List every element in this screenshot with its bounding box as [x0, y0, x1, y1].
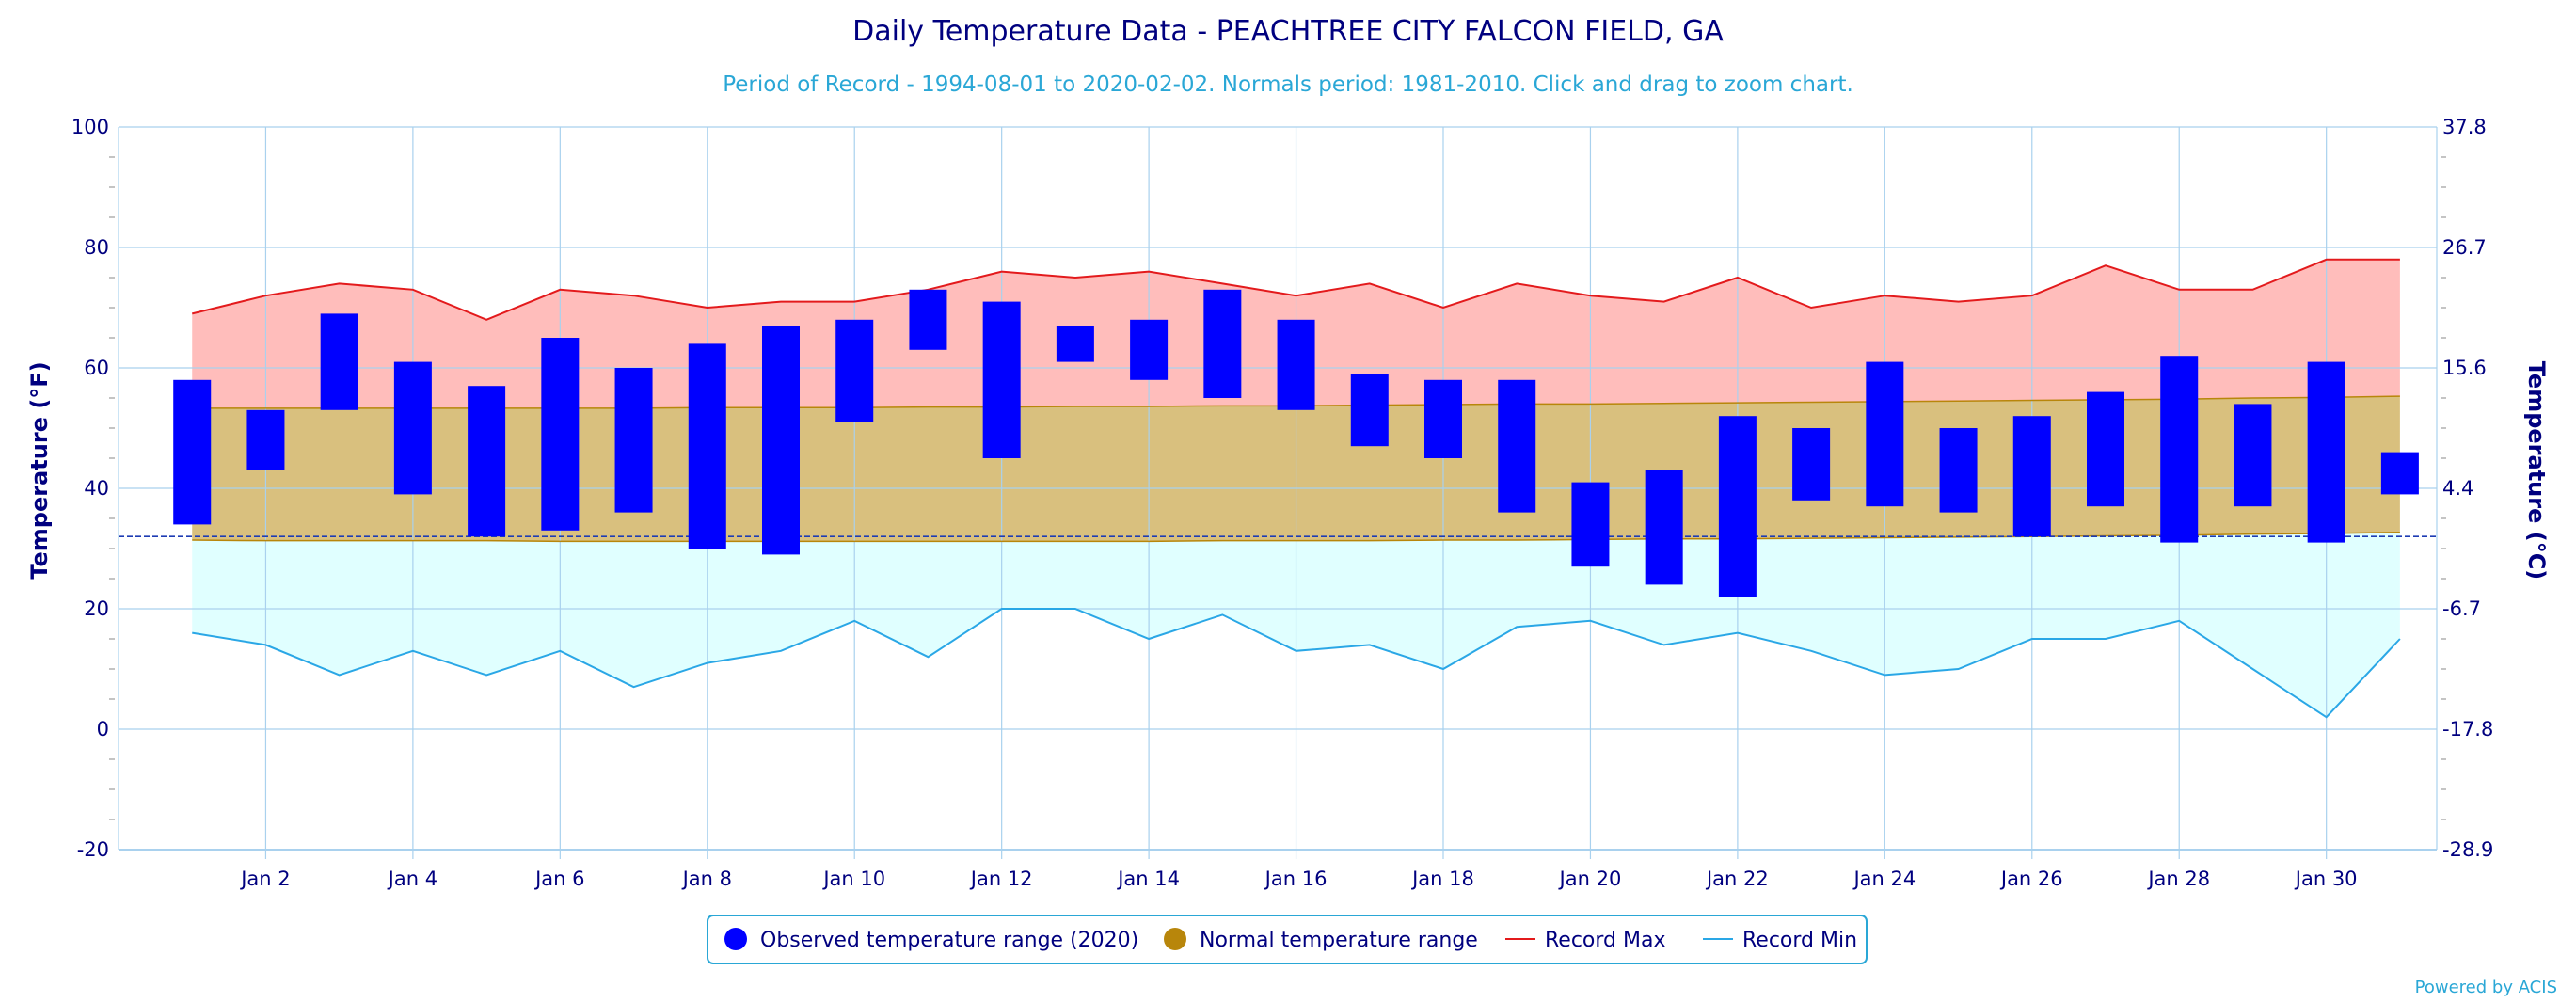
observed-bar[interactable] [1718, 416, 1757, 597]
observed-bar[interactable] [614, 368, 653, 513]
observed-bar[interactable] [1056, 326, 1094, 362]
observed-bar[interactable] [2234, 404, 2272, 507]
y-tick-label: 0 [97, 718, 109, 740]
x-tick-label: Jan 22 [1705, 868, 1769, 890]
y-right-tick-label: 26.7 [2442, 236, 2487, 259]
observed-bar[interactable] [2307, 361, 2345, 543]
observed-bar[interactable] [2380, 452, 2419, 495]
observed-bar[interactable] [909, 289, 947, 350]
legend-symbol-normal [1164, 928, 1186, 950]
x-tick-label: Jan 14 [1116, 868, 1180, 890]
legend-label-record-min: Record Min [1742, 929, 1857, 952]
y-tick-label: 40 [84, 477, 109, 500]
legend-item-record-min[interactable]: Record Min [1703, 929, 1857, 952]
y-axis-left: -20 0 20 40 60 80 100 [72, 116, 109, 861]
x-tick-label: Jan 20 [1558, 868, 1622, 890]
y-tick-label: 20 [84, 597, 109, 620]
x-tick-label: Jan 18 [1410, 868, 1474, 890]
y-tick-label: -20 [77, 838, 109, 861]
legend-symbol-observed [724, 928, 747, 950]
y-tick-label: 100 [72, 116, 109, 138]
y-tick-label: 60 [84, 357, 109, 379]
x-tick-label: Jan 10 [821, 868, 885, 890]
record-min-line[interactable] [192, 608, 2401, 719]
x-tick-label: Jan 24 [1852, 868, 1916, 890]
y-right-tick-label: -28.9 [2442, 838, 2493, 861]
observed-bar[interactable] [173, 379, 212, 525]
observed-bar[interactable] [1571, 482, 1610, 567]
x-tick-label: Jan 8 [681, 868, 732, 890]
observed-bar[interactable] [1350, 374, 1389, 447]
legend-label-observed: Observed temperature range (2020) [760, 929, 1138, 952]
x-tick-label: Jan 30 [2294, 868, 2358, 890]
observed-bar[interactable] [1203, 289, 1242, 398]
record-max-line[interactable] [191, 258, 2400, 321]
observed-bar[interactable] [246, 409, 285, 470]
legend-item-observed[interactable]: Observed temperature range (2020) [724, 928, 1138, 952]
observed-bar[interactable] [1645, 470, 1683, 585]
x-tick-label: Jan 6 [533, 868, 584, 890]
observed-bar[interactable] [2012, 416, 2051, 537]
y-right-tick-label: -6.7 [2442, 597, 2481, 620]
y-right-tick-label: 37.8 [2442, 116, 2487, 138]
observed-bar[interactable] [1424, 379, 1462, 458]
chart-subtitle: Period of Record - 1994-08-01 to 2020-02… [723, 72, 1853, 97]
observed-bar[interactable] [1866, 361, 1904, 507]
observed-bar[interactable] [468, 386, 506, 537]
y-axis-title-right: Temperature (°C) [2523, 361, 2550, 581]
observed-bar[interactable] [1277, 319, 1315, 410]
plot-area[interactable] [109, 126, 2446, 851]
x-tick-label: Jan 26 [1999, 868, 2063, 890]
y-right-tick-label: -17.8 [2442, 718, 2493, 740]
observed-bar[interactable] [541, 338, 580, 531]
chart-title: Daily Temperature Data - PEACHTREE CITY … [852, 15, 1724, 48]
y-axis-title-left: Temperature (°F) [26, 361, 53, 579]
x-tick-label: Jan 12 [969, 868, 1033, 890]
observed-bar[interactable] [1130, 319, 1169, 380]
legend[interactable]: Observed temperature range (2020) Normal… [707, 915, 1868, 964]
legend-box [707, 915, 1868, 964]
y-right-tick-label: 15.6 [2442, 357, 2487, 379]
x-tick-label: Jan 2 [239, 868, 290, 890]
observed-bar[interactable] [835, 319, 874, 422]
x-tick-label: Jan 28 [2146, 868, 2210, 890]
x-tick-label: Jan 16 [1264, 868, 1328, 890]
observed-bar[interactable] [1498, 379, 1536, 513]
x-tick-label: Jan 4 [387, 868, 437, 890]
legend-label-record-max: Record Max [1545, 929, 1666, 952]
observed-bar[interactable] [393, 361, 432, 495]
legend-item-normal[interactable]: Normal temperature range [1164, 928, 1478, 952]
legend-label-normal: Normal temperature range [1200, 929, 1478, 952]
observed-bar[interactable] [688, 343, 726, 549]
observed-bar[interactable] [320, 313, 358, 410]
observed-bar[interactable] [762, 326, 800, 555]
observed-bar[interactable] [1792, 428, 1831, 501]
legend-item-record-max[interactable]: Record Max [1505, 929, 1666, 952]
observed-bar[interactable] [982, 301, 1021, 458]
observed-bar[interactable] [2160, 356, 2199, 543]
credit-link[interactable]: Powered by ACIS [2415, 978, 2557, 997]
y-right-tick-label: 4.4 [2442, 477, 2473, 500]
y-axis-right: -28.9 -17.8 -6.7 4.4 15.6 26.7 37.8 [2442, 116, 2493, 861]
observed-bar[interactable] [1939, 428, 1978, 513]
y-tick-label: 80 [84, 236, 109, 259]
observed-bar[interactable] [2087, 391, 2124, 507]
x-axis: Jan 2 Jan 4 Jan 6 Jan 8 Jan 10 Jan 12 Jan 14 Ja… [239, 850, 2358, 890]
